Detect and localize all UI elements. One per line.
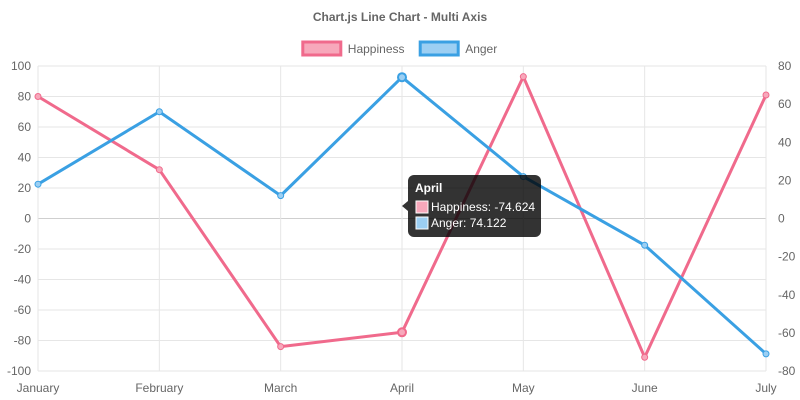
data-point — [762, 91, 770, 99]
y-right-tick-label: -40 — [778, 288, 796, 302]
y-left-tick-label: -80 — [14, 334, 32, 348]
data-point — [397, 72, 407, 83]
left-axis: -100 -80 -60 -40 -20 0 20 40 60 80 100 — [7, 59, 31, 378]
x-tick-label: May — [512, 381, 535, 395]
y-left-tick-label: 100 — [11, 59, 31, 73]
y-right-tick-label: 40 — [778, 135, 792, 149]
tooltip-box — [408, 175, 541, 237]
tooltip-swatch — [415, 200, 429, 214]
y-left-tick-label: -100 — [7, 364, 31, 378]
legend-label: Anger — [465, 42, 497, 56]
series-layer — [34, 72, 770, 361]
y-right-tick-label: 20 — [778, 173, 792, 187]
tooltip-line: Anger: 74.122 — [431, 216, 507, 230]
tooltip-caret — [402, 201, 408, 211]
data-point — [34, 180, 42, 188]
y-left-tick-label: 40 — [18, 151, 32, 165]
y-right-tick-label: 60 — [778, 97, 792, 111]
y-right-tick-label: 0 — [778, 212, 785, 226]
tooltip-title: April — [415, 181, 442, 195]
data-point — [397, 327, 407, 338]
tooltip-line: Happiness: -74.624 — [431, 200, 535, 214]
data-point — [155, 166, 163, 174]
y-left-tick-label: 60 — [18, 120, 32, 134]
y-left-tick-label: 80 — [18, 90, 32, 104]
x-tick-label: February — [135, 381, 183, 395]
data-point — [641, 241, 649, 249]
legend: Happiness Anger — [301, 40, 497, 57]
x-tick-label: April — [390, 381, 414, 395]
y-right-tick-label: 80 — [778, 59, 792, 73]
y-right-tick-label: -20 — [778, 250, 796, 264]
chart-title: Chart.js Line Chart - Multi Axis — [313, 10, 488, 24]
y-left-tick-label: -60 — [14, 303, 32, 317]
x-axis: January February March April May June July — [17, 381, 777, 395]
x-tick-label: June — [632, 381, 658, 395]
y-left-tick-label: 0 — [24, 212, 31, 226]
data-point — [762, 350, 770, 358]
y-right-tick-label: -60 — [778, 326, 796, 340]
data-point — [155, 108, 163, 116]
x-tick-label: March — [264, 381, 297, 395]
tooltip-swatch — [415, 216, 429, 230]
data-point — [277, 192, 285, 200]
grid — [37, 65, 767, 372]
right-axis: -80 -60 -40 -20 0 20 40 60 80 — [778, 59, 796, 378]
x-tick-label: July — [755, 381, 776, 395]
data-point — [519, 73, 527, 81]
data-point — [641, 353, 649, 361]
legend-label: Happiness — [348, 42, 405, 56]
data-point — [34, 93, 42, 100]
y-right-tick-label: -80 — [778, 364, 796, 378]
y-left-tick-label: -20 — [14, 242, 32, 256]
tooltip: April Happiness: -74.624 Anger: 74.122 — [402, 175, 541, 237]
y-left-tick-label: -40 — [14, 273, 32, 287]
y-left-tick-label: 20 — [18, 181, 32, 195]
x-tick-label: January — [17, 381, 60, 395]
legend-swatch — [301, 40, 343, 57]
legend-swatch — [418, 40, 460, 57]
data-point — [277, 343, 285, 351]
